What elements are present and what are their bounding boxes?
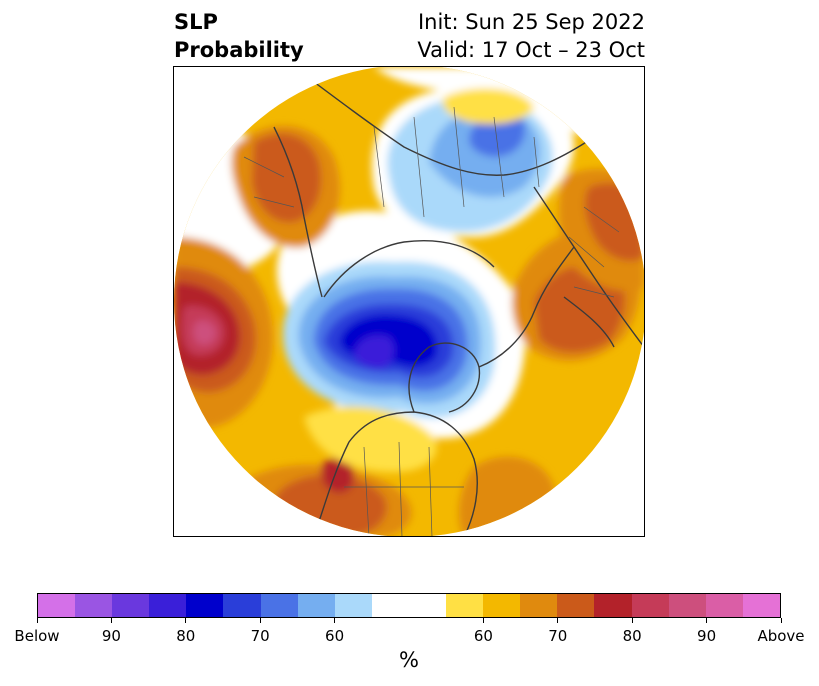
colorbar-tick xyxy=(631,618,633,623)
colorbar-segment xyxy=(631,594,669,617)
colorbar-tick-label: 70 xyxy=(548,627,568,645)
east-asia-coast xyxy=(273,126,323,298)
colorbar-tick xyxy=(706,618,708,623)
east-asia-above-70 xyxy=(252,133,322,223)
colorbar-tick-label: 60 xyxy=(325,627,345,645)
colorbar xyxy=(37,593,781,618)
colorbar-tick xyxy=(557,618,559,623)
hudson-bay-outline xyxy=(408,342,481,413)
colorbar-segment xyxy=(408,594,447,617)
colorbar-segment xyxy=(75,594,113,617)
colorbar-unit-label: % xyxy=(399,648,419,672)
colorbar-segment xyxy=(149,594,187,617)
title-variable: SLP xyxy=(174,10,218,34)
coastlines xyxy=(273,67,644,536)
colorbar-tick xyxy=(185,618,187,623)
colorbar-segment xyxy=(557,594,595,617)
colorbar-segment xyxy=(668,594,706,617)
colorbar-tick xyxy=(334,618,336,623)
colorbar-tick xyxy=(259,618,261,623)
colorbar-tick xyxy=(780,618,782,623)
colorbar-tick xyxy=(36,618,38,623)
greenland-coast xyxy=(478,246,575,368)
colorbar-segment xyxy=(112,594,150,617)
us-state-borders xyxy=(363,441,433,536)
southwest-above-peak xyxy=(321,457,354,493)
title-type: Probability xyxy=(174,38,304,62)
arctic-ocean-coast xyxy=(323,240,495,298)
colorbar-tick-label: 90 xyxy=(697,627,717,645)
colorbar-segment xyxy=(594,594,632,617)
europe-borders xyxy=(568,206,620,298)
chart-title-left: SLP Probability xyxy=(174,8,304,64)
central-na-above-55 xyxy=(304,406,437,472)
colorbar-segment xyxy=(297,594,335,617)
title-init-date: Init: Sun 25 Sep 2022 xyxy=(417,10,645,34)
colorbar-segment xyxy=(260,594,298,617)
arctic-below-peak xyxy=(354,335,395,369)
colorbar-segment xyxy=(705,594,743,617)
europe-coast xyxy=(533,186,644,348)
colorbar-tick-label: 80 xyxy=(622,627,642,645)
arctic-coast-above-55 xyxy=(442,88,534,124)
chart-title-right: Init: Sun 25 Sep 2022 Valid: 17 Oct – 23… xyxy=(417,8,645,64)
asia-borders xyxy=(243,156,295,208)
pacific-above-peak xyxy=(193,320,216,345)
mediterranean-coast xyxy=(563,296,615,348)
eurasia-borders xyxy=(373,106,540,218)
colorbar-segment xyxy=(334,594,372,617)
colorbar-tick xyxy=(482,618,484,623)
colorbar-segment xyxy=(742,594,780,617)
colorbar-segment xyxy=(446,594,484,617)
colorbar-tick-label: 70 xyxy=(250,627,270,645)
colorbar-tick-label: Above xyxy=(757,627,805,645)
country-borders xyxy=(243,106,620,536)
atlantic-above-65 xyxy=(458,456,555,536)
colorbar-tick-label: 90 xyxy=(101,627,121,645)
colorbar-tick-label: Below xyxy=(14,627,60,645)
colorbar-tick xyxy=(110,618,112,623)
title-valid-range: Valid: 17 Oct – 23 Oct xyxy=(417,38,645,62)
probability-fields xyxy=(174,67,644,536)
colorbar-segment xyxy=(186,594,224,617)
eurasia-northern-coast xyxy=(293,67,595,176)
colorbar-segment xyxy=(483,594,521,617)
colorbar-segment xyxy=(371,594,409,617)
colorbar-segment xyxy=(520,594,558,617)
map-frame xyxy=(173,66,645,537)
probability-map xyxy=(174,67,644,536)
colorbar-segment xyxy=(38,594,76,617)
colorbar-segment xyxy=(223,594,261,617)
colorbar-tick-label: 80 xyxy=(176,627,196,645)
colorbar-tick-label: 60 xyxy=(473,627,493,645)
